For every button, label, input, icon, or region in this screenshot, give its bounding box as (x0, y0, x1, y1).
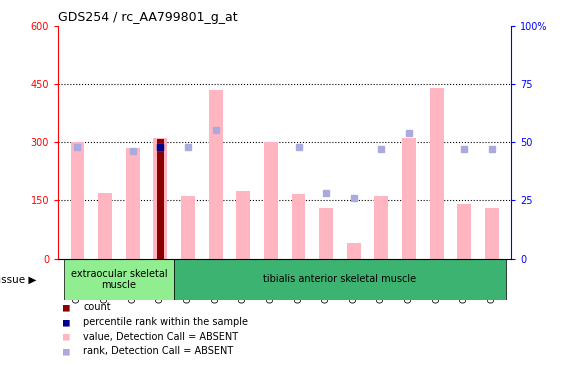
Text: count: count (83, 302, 110, 313)
Bar (292, 194, 306, 258)
Text: ■: ■ (63, 317, 69, 327)
Bar (98, 193, 112, 258)
Bar (375, 197, 388, 258)
Text: GDS254 / rc_AA799801_g_at: GDS254 / rc_AA799801_g_at (58, 11, 238, 25)
Bar (236, 191, 250, 258)
Text: ■: ■ (63, 302, 69, 313)
Text: ■: ■ (63, 332, 69, 341)
Bar (156, 139, 164, 258)
Bar (264, 142, 278, 258)
Bar (70, 142, 84, 258)
Bar (126, 148, 139, 258)
Bar (485, 208, 499, 258)
Bar (457, 204, 471, 258)
Bar (319, 208, 333, 258)
Text: rank, Detection Call = ABSENT: rank, Detection Call = ABSENT (83, 346, 234, 356)
Bar (174, 258, 505, 300)
Bar (64, 258, 174, 300)
Text: value, Detection Call = ABSENT: value, Detection Call = ABSENT (83, 332, 238, 341)
Bar (430, 88, 443, 258)
Text: extraocular skeletal
muscle: extraocular skeletal muscle (70, 269, 167, 290)
Text: percentile rank within the sample: percentile rank within the sample (83, 317, 248, 327)
Text: tissue ▶: tissue ▶ (0, 274, 36, 284)
Bar (153, 138, 167, 258)
Bar (181, 197, 195, 258)
Text: tibialis anterior skeletal muscle: tibialis anterior skeletal muscle (263, 274, 417, 284)
Bar (402, 138, 416, 258)
Bar (347, 243, 361, 258)
Text: ■: ■ (63, 346, 69, 356)
Bar (209, 90, 223, 258)
